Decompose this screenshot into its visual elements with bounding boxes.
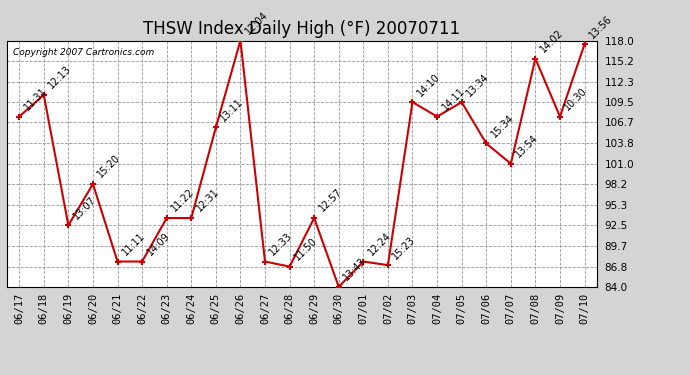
Text: 12:57: 12:57 [317, 187, 344, 214]
Text: 12:33: 12:33 [268, 231, 295, 257]
Text: 13:11: 13:11 [219, 97, 246, 123]
Text: 12:31: 12:31 [194, 187, 221, 214]
Text: 13:54: 13:54 [513, 133, 540, 159]
Text: 11:11: 11:11 [120, 231, 147, 257]
Text: 14:11: 14:11 [440, 86, 466, 112]
Text: 10:30: 10:30 [563, 86, 589, 112]
Text: 12:24: 12:24 [366, 231, 393, 257]
Text: 15:34: 15:34 [489, 112, 516, 139]
Text: 15:23: 15:23 [391, 234, 417, 261]
Text: 11:22: 11:22 [170, 187, 197, 214]
Text: 13:34: 13:34 [464, 71, 491, 98]
Text: 14:02: 14:02 [538, 28, 565, 54]
Text: 12:04: 12:04 [243, 9, 270, 36]
Text: 13:07: 13:07 [71, 194, 98, 221]
Text: 13:43: 13:43 [342, 256, 368, 283]
Text: 12:13: 12:13 [46, 64, 73, 91]
Text: 11:31: 11:31 [22, 86, 49, 112]
Title: THSW Index Daily High (°F) 20070711: THSW Index Daily High (°F) 20070711 [144, 20, 460, 38]
Text: 11:50: 11:50 [293, 236, 319, 262]
Text: Copyright 2007 Cartronics.com: Copyright 2007 Cartronics.com [13, 48, 154, 57]
Text: 13:56: 13:56 [587, 13, 614, 40]
Text: 15:20: 15:20 [96, 153, 123, 180]
Text: 14:09: 14:09 [145, 231, 172, 257]
Text: 14:10: 14:10 [415, 71, 442, 98]
